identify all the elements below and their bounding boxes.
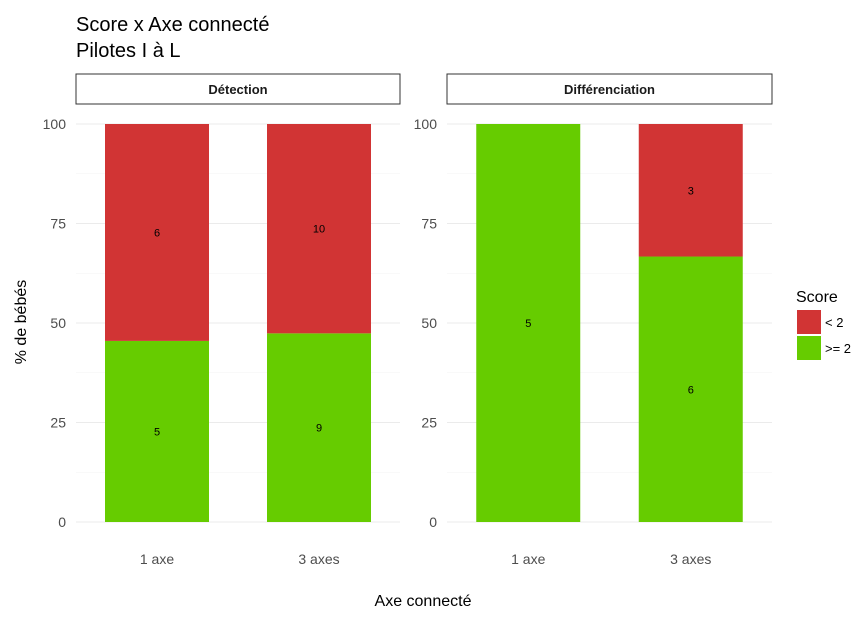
y-tick-label: 100	[43, 116, 67, 132]
bar-label: 10	[313, 224, 325, 236]
facet-strip	[75, 73, 401, 105]
facet-strip-label: Détection	[208, 82, 267, 97]
bar-segment	[267, 124, 371, 334]
legend-label: < 2	[825, 315, 843, 330]
bar-label: 6	[688, 384, 694, 396]
legend: Score < 2 >= 2	[796, 289, 851, 360]
x-tick-label: 3 axes	[670, 551, 711, 567]
bar-segment	[476, 124, 581, 522]
x-axis-label: Axe connecté	[375, 593, 472, 610]
x-tick-label: 1 axe	[511, 551, 545, 567]
legend-swatch	[797, 336, 821, 360]
bar-segment	[267, 333, 371, 522]
panel-1: Différenciation 0 25 50 75 100 5 1 axe 6 3 3 axes	[414, 73, 773, 567]
x-tick-label: 1 axe	[140, 551, 174, 567]
bar-label: 9	[316, 423, 322, 435]
bar-label: 5	[154, 426, 160, 438]
y-tick-label: 0	[58, 514, 66, 530]
legend-title: Score	[796, 289, 838, 306]
y-tick-label: 100	[414, 116, 438, 132]
chart-subtitle: Pilotes I à L	[76, 40, 181, 62]
bar-label: 6	[154, 227, 160, 239]
bar-segment	[105, 340, 209, 522]
y-tick-label: 75	[421, 216, 437, 232]
y-tick-label: 0	[429, 514, 437, 530]
y-tick-label: 25	[421, 415, 437, 431]
facet-strip	[446, 73, 773, 105]
y-tick-label: 75	[50, 216, 66, 232]
panel-0: Détection 0 25 50 75 100 5 6 1 axe 9 10 3 axes	[43, 73, 401, 567]
bar-segment	[105, 124, 209, 341]
y-tick-label: 50	[50, 315, 66, 331]
bar-segment	[638, 124, 743, 257]
bar-label: 5	[525, 318, 531, 330]
bar-segment	[638, 256, 743, 522]
chart-title: Score x Axe connecté	[76, 14, 269, 36]
y-axis-label: % de bébés	[13, 280, 30, 365]
y-tick-label: 50	[421, 315, 437, 331]
x-tick-label: 3 axes	[298, 551, 339, 567]
legend-swatch	[797, 310, 821, 334]
y-tick-label: 25	[50, 415, 66, 431]
legend-label: >= 2	[825, 341, 851, 356]
bar-label: 3	[688, 185, 694, 197]
facet-strip-label: Différenciation	[564, 82, 655, 97]
